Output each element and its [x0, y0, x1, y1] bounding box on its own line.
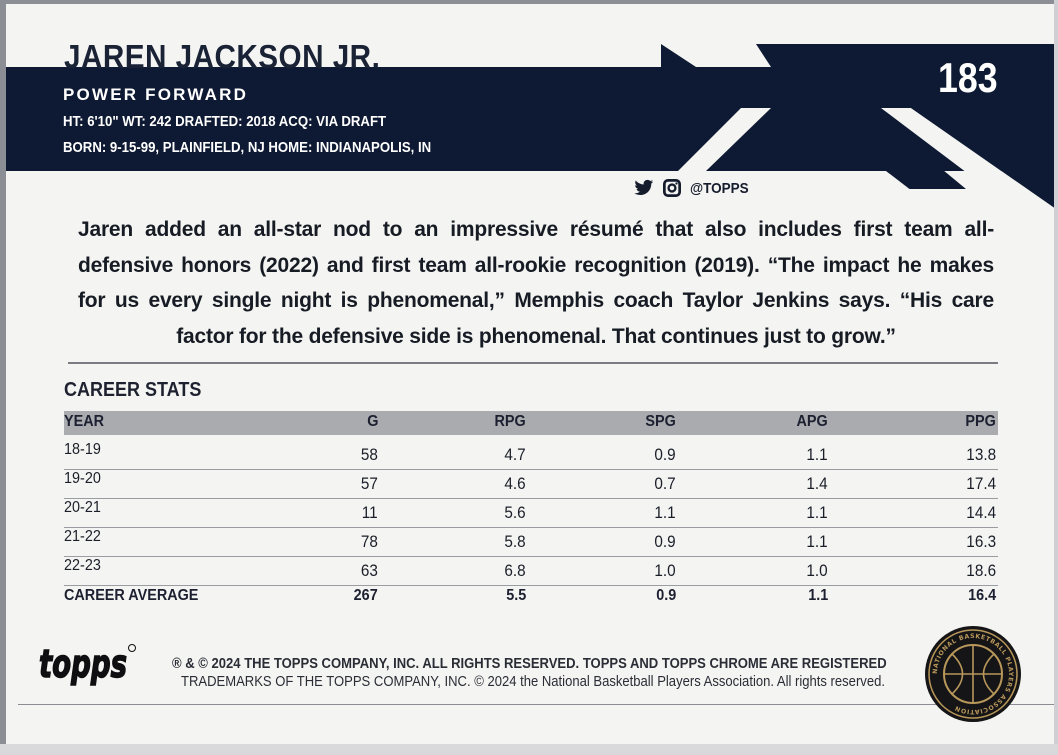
stats-cell-g: 78 — [360, 532, 378, 551]
trading-card-back: JAREN JACKSON JR. POWER FORWARD HT: 6'10… — [6, 4, 1056, 744]
stats-cell-g: 11 — [362, 503, 378, 522]
stats-cell-year: 21-22 — [64, 528, 101, 545]
stats-cell-rpg: 5.6 — [504, 503, 526, 522]
stats-cell-year: 18-19 — [64, 441, 101, 458]
career-average-year: CAREER AVERAGE — [64, 587, 199, 604]
career-stats-title: CAREER STATS — [64, 379, 202, 401]
table-row-divider — [64, 469, 998, 470]
stats-cell-year: 20-21 — [64, 499, 101, 516]
player-measurements: HT: 6'10" WT: 242 DRAFTED: 2018 ACQ: VIA… — [63, 113, 387, 130]
stats-cell-year: 22-23 — [64, 557, 101, 574]
scan-edge-bottom — [0, 744, 1058, 755]
stats-cell-rpg: 4.7 — [504, 445, 526, 464]
career-average-g: 267 — [353, 587, 378, 604]
stats-cell-spg: 0.7 — [654, 474, 676, 493]
social-handle: @TOPPS — [690, 179, 749, 197]
section-divider — [68, 362, 998, 364]
stats-cell-apg: 1.1 — [806, 445, 828, 464]
table-row-divider — [64, 556, 998, 557]
stats-cell-ppg: 13.8 — [966, 445, 996, 464]
svg-text:topps: topps — [39, 642, 127, 686]
player-name: JAREN JACKSON JR. — [64, 38, 381, 75]
stats-cell-ppg: 14.4 — [966, 503, 996, 522]
stats-cell-g: 57 — [360, 474, 378, 493]
twitter-icon — [634, 179, 654, 195]
stats-cell-ppg: 18.6 — [966, 561, 996, 580]
stats-cell-g: 58 — [360, 445, 378, 464]
table-row-divider — [64, 527, 998, 528]
stats-cell-rpg: 4.6 — [504, 474, 526, 493]
table-row-divider — [64, 585, 998, 586]
stats-header-g: G — [366, 413, 378, 430]
card-number: 183 — [938, 54, 998, 101]
career-average-apg: 1.1 — [807, 587, 828, 604]
stats-cell-spg: 1.0 — [654, 561, 676, 580]
stats-cell-rpg: 6.8 — [504, 561, 526, 580]
stats-cell-apg: 1.1 — [806, 503, 828, 522]
stats-header-year: YEAR — [64, 413, 105, 430]
scan-edge-right — [1054, 0, 1058, 755]
stats-cell-apg: 1.0 — [806, 561, 828, 580]
stats-cell-rpg: 5.8 — [504, 532, 526, 551]
stats-header-bar — [64, 411, 998, 435]
player-position: POWER FORWARD — [63, 85, 249, 104]
stats-header-rpg: RPG — [494, 413, 526, 430]
table-row-divider — [64, 498, 998, 499]
copyright-line-1: ® & © 2024 THE TOPPS COMPANY, INC. ALL R… — [172, 656, 887, 672]
stats-cell-spg: 0.9 — [654, 445, 676, 464]
stats-header-apg: APG — [796, 413, 828, 430]
career-average-rpg: 5.5 — [505, 587, 526, 604]
stats-cell-ppg: 17.4 — [966, 474, 996, 493]
career-average-spg: 0.9 — [655, 587, 676, 604]
player-bio-paragraph: Jaren added an all-star nod to an impres… — [78, 218, 994, 348]
topps-logo: topps — [36, 640, 136, 686]
stats-header-ppg: PPG — [965, 413, 996, 430]
header-chevron-graphic — [661, 44, 1056, 240]
nbpa-seal-logo: NATIONAL BASKETBALL PLAYERS ASSOCIATION — [925, 626, 1021, 722]
social-handle-row: @TOPPS — [634, 177, 755, 199]
player-birth-home: BORN: 9-15-99, PLAINFIELD, NJ HOME: INDI… — [63, 139, 432, 156]
stats-cell-apg: 1.1 — [806, 532, 828, 551]
stats-cell-year: 19-20 — [64, 470, 101, 487]
instagram-icon — [663, 179, 681, 197]
stats-cell-g: 63 — [360, 561, 378, 580]
copyright-line-2: TRADEMARKS OF THE TOPPS COMPANY, INC. © … — [181, 674, 885, 690]
career-average-ppg: 16.4 — [967, 587, 996, 604]
footer-divider — [18, 704, 1056, 705]
stats-cell-spg: 0.9 — [654, 532, 676, 551]
stats-cell-spg: 1.1 — [654, 503, 676, 522]
stats-cell-apg: 1.4 — [806, 474, 828, 493]
stats-cell-ppg: 16.3 — [966, 532, 996, 551]
stats-header-spg: SPG — [645, 413, 676, 430]
